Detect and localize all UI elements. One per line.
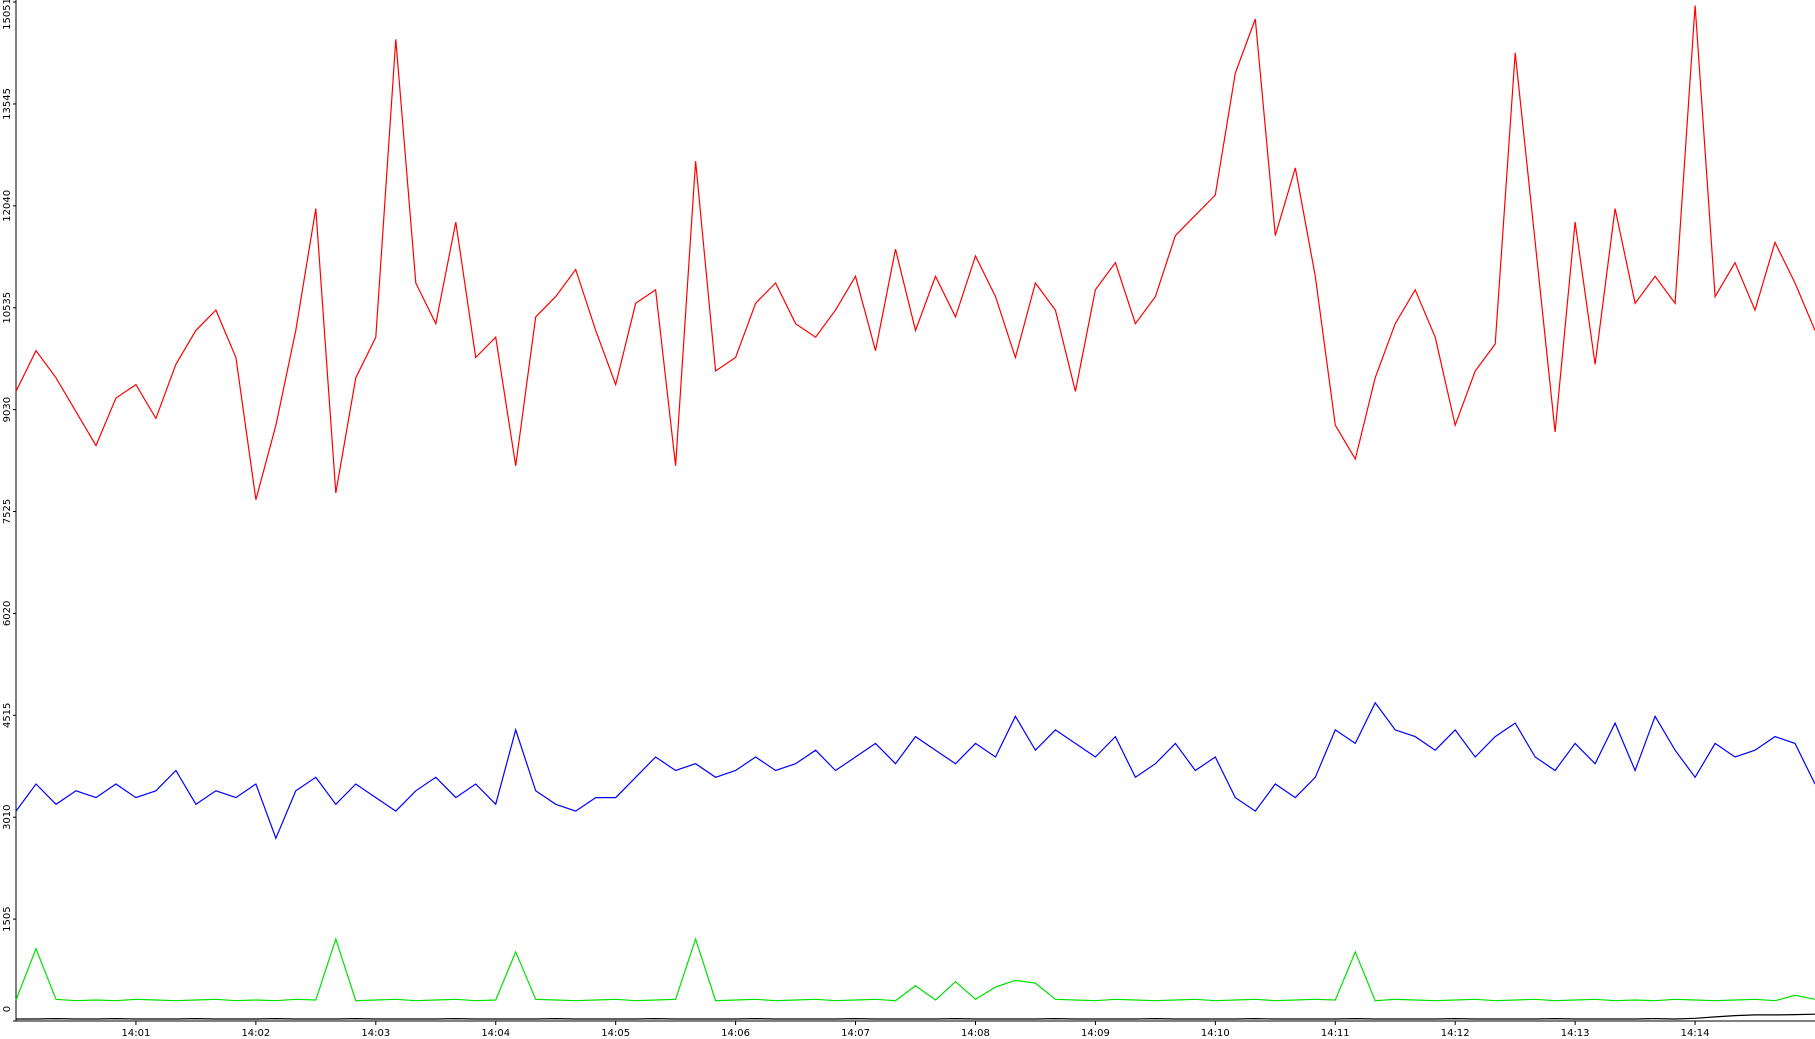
x-tick-label: 14:11 [1321,1028,1350,1039]
x-tick-label: 14:06 [721,1028,750,1039]
y-tick-label: 7525 [2,499,13,524]
x-tick-label: 14:04 [481,1028,510,1039]
x-tick-label: 14:05 [601,1028,630,1039]
x-tick-label: 14:10 [1201,1028,1230,1039]
x-tick-label: 14:12 [1441,1028,1470,1039]
series-line [15,701,1815,840]
series-line [15,937,1815,1002]
y-tick-label: 13545 [2,88,13,120]
x-tick-label: 14:03 [361,1028,390,1039]
series-line [16,1013,1815,1020]
y-tick-label: 12040 [2,190,13,222]
y-tick-label: 3010 [2,804,13,829]
series-line [15,5,1815,500]
y-tick-label: 15051 [2,0,13,30]
x-tick-label: 14:01 [122,1028,151,1039]
y-tick-label: 0 [2,1006,13,1012]
x-tick-label: 14:09 [1081,1028,1110,1039]
y-tick-label: 10535 [2,292,13,324]
y-tick-label: 4515 [2,703,13,728]
x-tick-label: 14:13 [1561,1028,1590,1039]
y-tick-label: 9030 [2,397,13,422]
x-tick-label: 14:07 [841,1028,870,1039]
y-tick-label: 6020 [2,601,13,626]
x-tick-label: 14:02 [241,1028,270,1039]
y-tick-label: 1505 [2,906,13,931]
x-tick-label: 14:08 [961,1028,990,1039]
x-tick-label: 14:14 [1681,1028,1710,1039]
